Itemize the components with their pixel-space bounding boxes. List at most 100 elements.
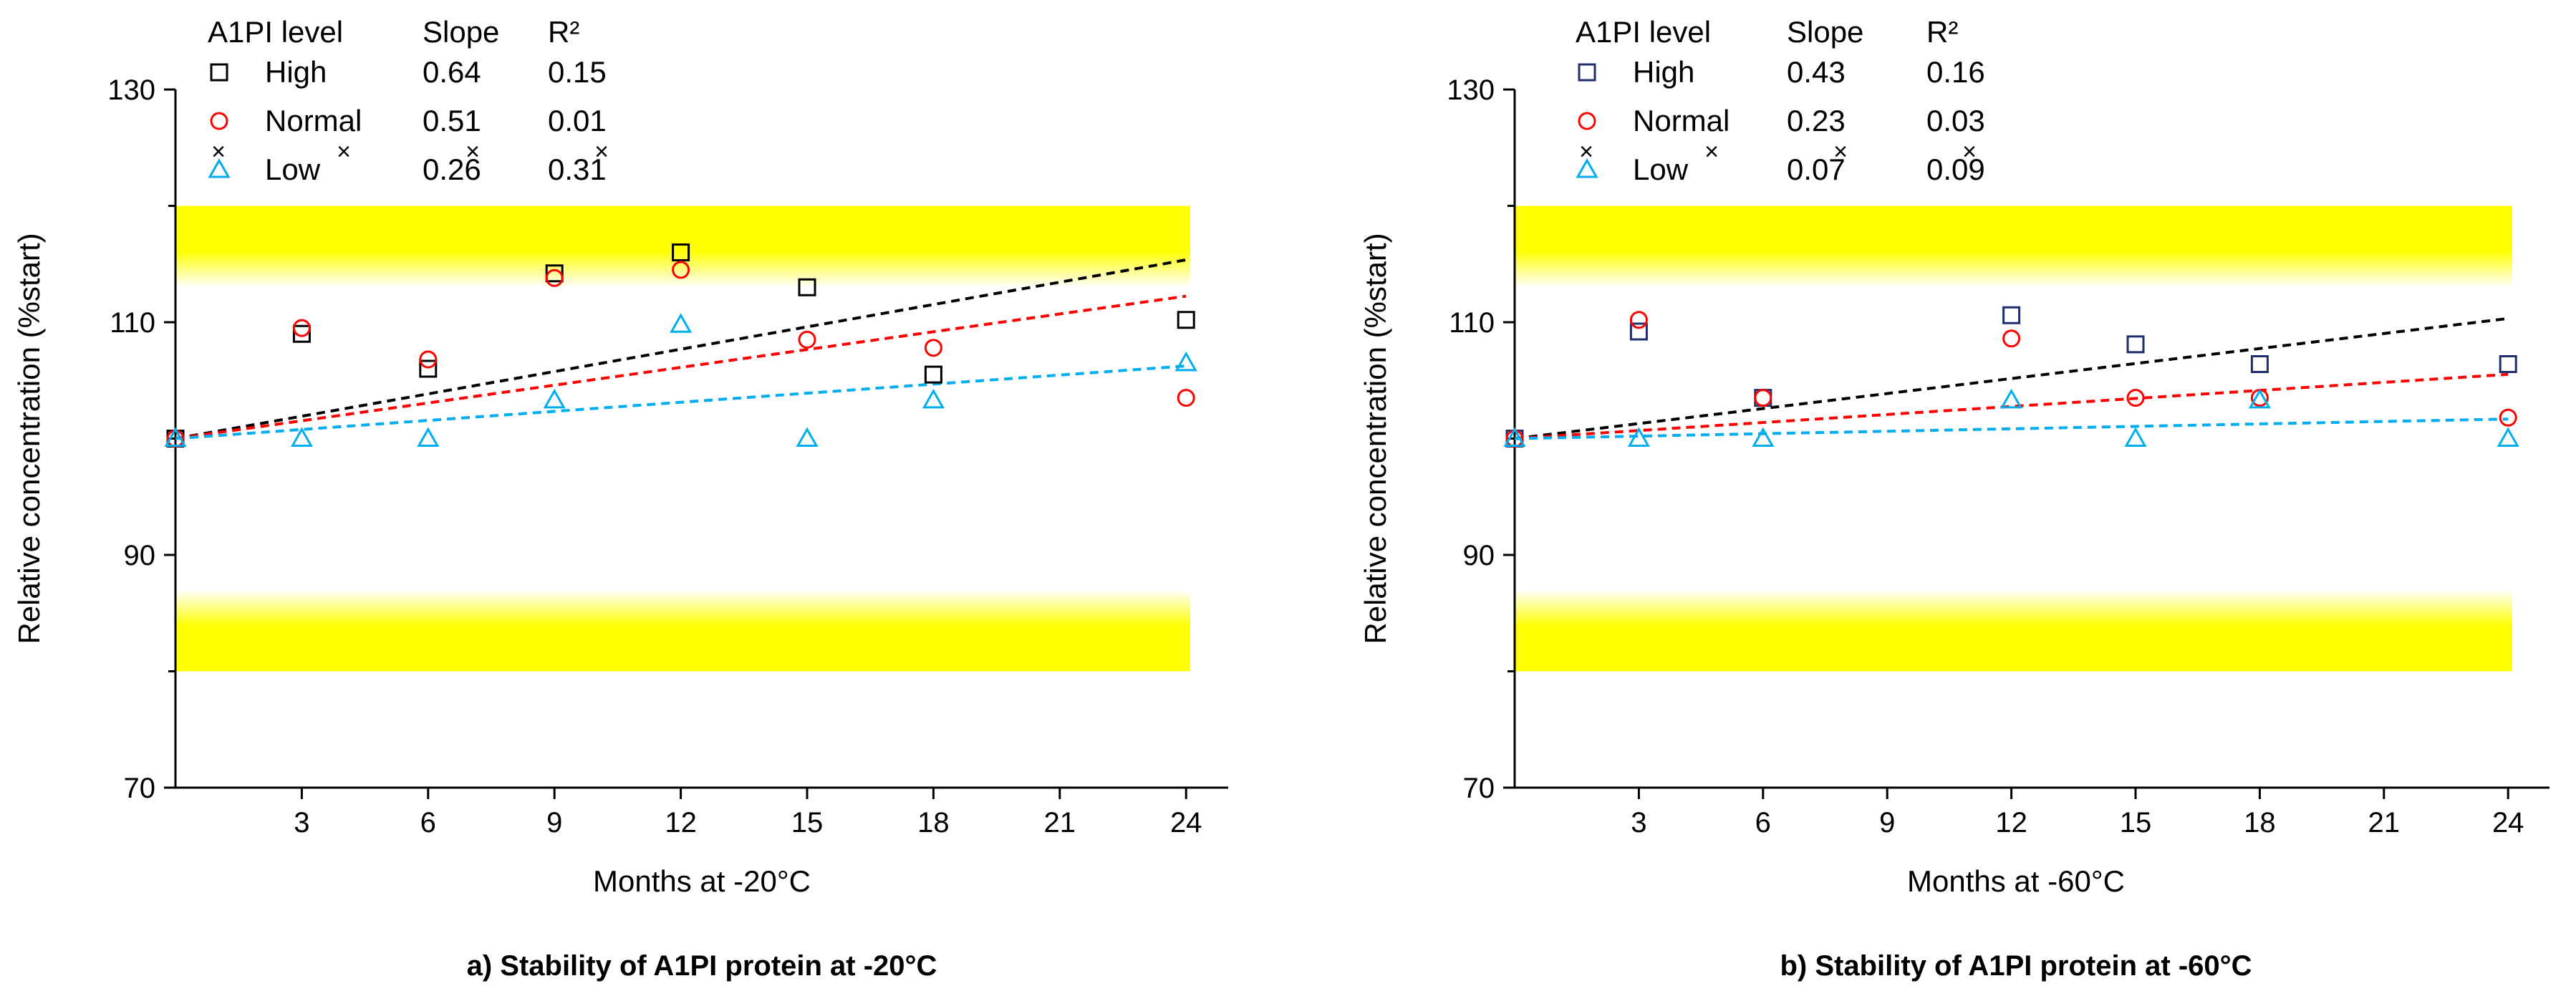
data-point-high — [2250, 355, 2269, 373]
y-tick-label: 70 — [1463, 773, 1495, 804]
data-point-high — [419, 359, 438, 378]
legend-marker-low — [208, 158, 231, 178]
y-tick-label: 110 — [1449, 307, 1495, 339]
fit-line-normal — [175, 294, 1187, 440]
x-tick-label: 9 — [1879, 807, 1895, 838]
chart-panel-b: 70 90 110 130 3 6 9 12 15 18 21 24 Months at -60°C Re… — [1359, 15, 2550, 982]
panel-caption: b) Stability of A1PI protein at -60°C — [1780, 950, 2252, 982]
legend-label-high: High — [1633, 55, 1694, 89]
legend-header-r2: R² — [548, 15, 579, 49]
data-point-low — [164, 427, 187, 447]
data-point-low — [796, 427, 819, 447]
legend-r2-low: 0.31 — [548, 153, 607, 186]
data-point-low — [2248, 388, 2271, 409]
fit-line-low — [175, 364, 1187, 440]
legend-x-marker: × — [1833, 138, 1848, 165]
x-tick-label: 6 — [420, 807, 436, 838]
legend-x-marker: × — [1704, 138, 1719, 165]
y-tick-label: 70 — [124, 773, 156, 804]
data-point-high — [2499, 355, 2517, 373]
data-point-normal — [672, 261, 690, 279]
legend-label-high: High — [265, 55, 327, 89]
data-point-high — [672, 243, 690, 261]
legend-slope-high: 0.43 — [1787, 55, 1846, 89]
legend-slope-normal: 0.51 — [423, 104, 481, 137]
x-tick-label: 18 — [917, 807, 950, 838]
data-point-normal — [924, 339, 942, 357]
data-point-high — [798, 278, 816, 296]
data-point-high — [1177, 311, 1195, 329]
data-point-low — [2000, 388, 2023, 409]
data-point-high — [2126, 335, 2145, 354]
data-point-low — [922, 388, 945, 409]
data-point-low — [1503, 427, 1526, 447]
data-point-high — [545, 264, 564, 283]
data-point-normal — [2126, 389, 2145, 407]
fit-line-high — [1514, 316, 2509, 440]
legend-r2-high: 0.16 — [1926, 55, 1985, 89]
data-point-normal — [292, 319, 311, 337]
data-point-low — [417, 427, 440, 447]
y-tick-label: 90 — [124, 540, 156, 571]
x-tick-label: 3 — [294, 807, 309, 838]
legend-header-level: A1PI level — [1576, 15, 1711, 49]
data-point-normal — [545, 269, 564, 287]
data-point-normal — [2002, 329, 2021, 348]
data-point-low — [290, 427, 313, 447]
x-tick-label: 15 — [2120, 807, 2152, 838]
legend-slope-low: 0.26 — [423, 153, 481, 186]
y-tick-label: 130 — [1447, 74, 1495, 106]
data-point-low — [1174, 351, 1197, 372]
data-point-low — [1627, 427, 1650, 447]
x-axis-title: Months at -60°C — [1907, 864, 2125, 898]
y-axis-title: Relative concentration (%start) — [12, 233, 46, 644]
legend-slope-high: 0.64 — [423, 55, 481, 89]
fit-line-normal — [1514, 372, 2509, 440]
data-point-low — [670, 313, 693, 333]
data-point-low — [2497, 427, 2519, 447]
acceptance-band — [1515, 206, 2512, 288]
panel-caption: a) Stability of A1PI protein at -20°C — [467, 950, 937, 982]
y-tick-label: 110 — [110, 307, 155, 339]
legend-slope-low: 0.07 — [1787, 153, 1846, 186]
legend-label-low: Low — [265, 153, 321, 186]
x-tick-label: 12 — [665, 807, 697, 838]
data-point-normal — [1629, 311, 1648, 329]
legend-marker-low — [1576, 158, 1598, 178]
legend-header-level: A1PI level — [208, 15, 343, 49]
legend-marker-high — [210, 63, 228, 82]
x-tick-label: 24 — [1170, 807, 1202, 838]
legend-r2-normal: 0.01 — [548, 104, 607, 137]
data-point-normal — [2499, 408, 2517, 427]
legend-label-normal: Normal — [265, 104, 362, 137]
legend: A1PI level Slope R² High 0.64 0.15 Normal 0.51 0… — [208, 15, 609, 186]
data-point-low — [1752, 427, 1775, 447]
legend-label-low: Low — [1633, 153, 1689, 186]
legend-marker-high — [1578, 63, 1596, 82]
x-tick-label: 9 — [546, 807, 562, 838]
legend-header-slope: Slope — [423, 15, 499, 49]
y-tick-label: 130 — [107, 74, 155, 106]
legend-slope-normal: 0.23 — [1787, 104, 1846, 137]
data-point-high — [1629, 322, 1648, 341]
acceptance-band — [1515, 589, 2512, 672]
legend-r2-low: 0.09 — [1926, 153, 1985, 186]
x-tick-label: 18 — [2244, 807, 2276, 838]
data-point-normal — [798, 330, 816, 349]
x-axis-title: Months at -20°C — [593, 864, 811, 898]
legend-r2-normal: 0.03 — [1926, 104, 1985, 137]
x-tick-label: 12 — [1995, 807, 2027, 838]
data-point-low — [543, 388, 566, 409]
y-axis-title: Relative concentration (%start) — [1359, 233, 1392, 644]
legend-r2-high: 0.15 — [548, 55, 607, 89]
data-point-normal — [1177, 389, 1195, 407]
legend: A1PI level Slope R² High 0.43 0.16 Normal 0.23 0… — [1576, 15, 1985, 186]
legend-x-marker: × — [211, 138, 226, 165]
data-point-low — [2124, 427, 2147, 447]
legend-x-marker: × — [1962, 138, 1977, 165]
legend-header-slope: Slope — [1787, 15, 1863, 49]
acceptance-band — [175, 589, 1191, 672]
legend-marker-normal — [210, 112, 228, 130]
x-tick-label: 3 — [1631, 807, 1646, 838]
